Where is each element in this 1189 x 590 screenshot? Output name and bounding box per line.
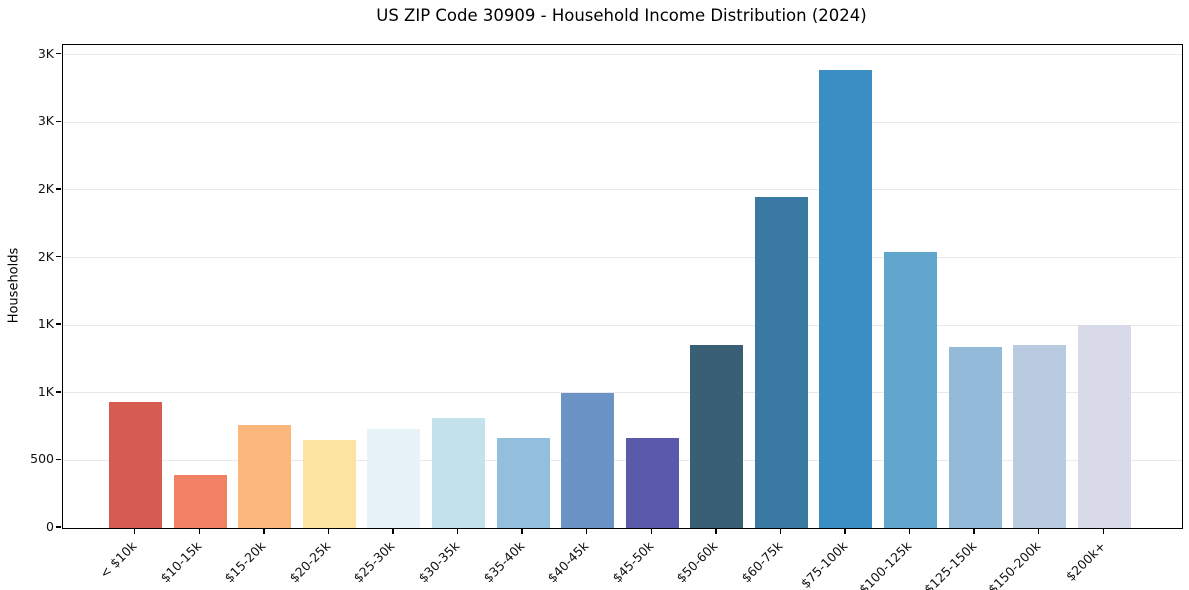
- x-tick-mark: [263, 528, 265, 534]
- plot-area: [62, 44, 1183, 529]
- bar: [561, 392, 615, 528]
- y-tick-mark: [56, 391, 61, 393]
- gridline: [63, 459, 1182, 461]
- bar: [496, 438, 550, 528]
- x-tick-mark: [1102, 528, 1104, 534]
- gridline: [63, 189, 1182, 191]
- x-tick-mark: [521, 528, 523, 534]
- x-tick-label: $200k+: [1062, 538, 1109, 584]
- bar: [367, 428, 421, 528]
- x-tick-mark: [456, 528, 459, 534]
- x-tick-label: $75-100k: [797, 538, 850, 590]
- x-tick-label: $35-40k: [479, 538, 528, 586]
- y-tick-label: 1K: [37, 316, 54, 332]
- gridline: [63, 324, 1182, 326]
- x-tick-label: $15-20k: [221, 538, 269, 586]
- bar: [432, 418, 486, 528]
- x-tick-mark: [585, 528, 588, 534]
- bar: [173, 475, 227, 528]
- x-tick-label: $60-75k: [738, 538, 786, 586]
- y-tick-label: 3K: [37, 45, 54, 61]
- bar: [690, 344, 744, 528]
- y-tick-label: 3K: [37, 113, 54, 129]
- gridline: [63, 257, 1182, 259]
- x-tick-mark: [327, 528, 330, 534]
- x-tick-mark: [779, 528, 782, 534]
- x-tick-mark: [973, 528, 975, 534]
- bar: [819, 69, 873, 528]
- gridline: [63, 54, 1182, 56]
- bar: [1077, 325, 1131, 528]
- y-tick-label: 2K: [37, 248, 54, 264]
- x-tick-mark: [392, 528, 394, 534]
- bar: [238, 425, 292, 528]
- x-tick-label: $150-200k: [985, 538, 1044, 590]
- x-tick-label: $20-25k: [286, 538, 334, 586]
- x-tick-label: $125-150k: [920, 538, 980, 590]
- bar: [884, 252, 938, 528]
- y-tick-mark: [56, 526, 61, 528]
- y-tick-label: 1K: [37, 383, 54, 399]
- gridline: [63, 392, 1182, 394]
- bar: [1013, 345, 1067, 528]
- x-tick-label: < $10k: [96, 538, 140, 582]
- x-tick-label: $25-30k: [350, 538, 398, 586]
- y-tick-mark: [56, 120, 61, 123]
- y-tick-label: 500: [30, 451, 54, 467]
- x-tick-mark: [133, 528, 136, 534]
- bar: [109, 402, 163, 528]
- bar: [625, 438, 679, 528]
- x-tick-label: $45-50k: [609, 538, 657, 586]
- gridline: [63, 121, 1182, 123]
- bar: [754, 197, 808, 528]
- y-tick-label: 2K: [37, 180, 54, 196]
- chart-title: US ZIP Code 30909 - Household Income Dis…: [376, 6, 867, 25]
- x-tick-mark: [650, 528, 652, 534]
- bar: [302, 440, 356, 528]
- x-tick-label: $30-35k: [415, 538, 463, 586]
- x-tick-label: $50-60k: [673, 538, 721, 586]
- y-tick-mark: [56, 255, 61, 258]
- x-tick-mark: [844, 528, 846, 534]
- x-tick-mark: [908, 528, 911, 534]
- x-tick-mark: [715, 528, 717, 534]
- x-tick-label: $40-45k: [544, 538, 592, 586]
- x-tick-label: $10-15k: [157, 538, 205, 586]
- x-tick-mark: [198, 528, 201, 534]
- y-tick-mark: [56, 52, 61, 55]
- y-tick-mark: [56, 458, 61, 461]
- x-tick-label: $100-125k: [856, 538, 915, 590]
- y-tick-label: 0: [46, 519, 54, 534]
- y-tick-mark: [56, 323, 61, 325]
- bar: [948, 346, 1002, 528]
- y-tick-mark: [56, 188, 61, 190]
- x-tick-mark: [1037, 528, 1040, 534]
